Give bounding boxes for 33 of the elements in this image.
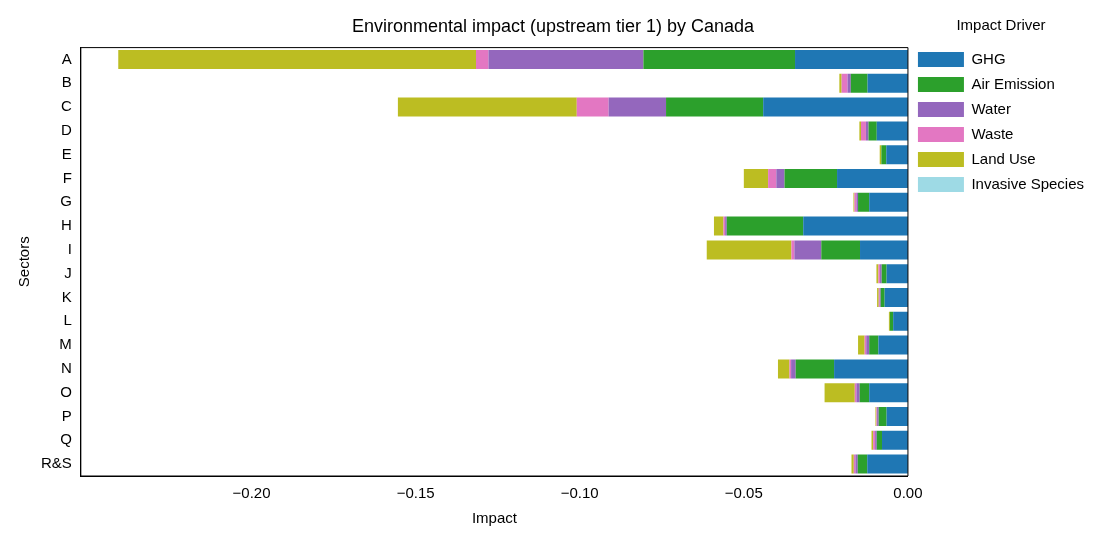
legend-label: Land Use: [971, 149, 1036, 167]
y-tick-label: J: [64, 263, 72, 281]
y-tick-label: A: [61, 49, 72, 67]
y-tick-label: C: [61, 97, 72, 115]
y-tick-label: E: [61, 144, 72, 162]
y-tick-label: B: [61, 73, 72, 91]
x-tick-label: −0.05: [724, 484, 763, 502]
legend-label: Waste: [971, 124, 1014, 142]
x-tick-label: 0.00: [893, 484, 923, 502]
y-tick-label: Q: [60, 430, 72, 448]
y-tick-label: G: [60, 192, 72, 210]
legend-label: GHG: [971, 49, 1006, 67]
y-tick-label: L: [63, 311, 72, 329]
y-tick-label: D: [61, 121, 72, 139]
legend-label: Water: [971, 99, 1011, 117]
y-tick-label: H: [61, 216, 72, 234]
chart-title: Environmental impact (upstream tier 1) by Canada: [351, 15, 756, 36]
y-tick-label: P: [61, 406, 72, 424]
legend-title: Impact Driver: [956, 15, 1046, 33]
x-tick-label: −0.15: [396, 484, 435, 502]
y-tick-label: M: [59, 335, 72, 353]
y-tick-label: R&S: [41, 454, 72, 472]
y-axis-title: Sectors: [15, 236, 33, 288]
x-tick-label: −0.20: [232, 484, 271, 502]
y-tick-label: F: [62, 168, 72, 186]
legend-label: Air Emission: [971, 74, 1055, 92]
y-tick-label: N: [61, 359, 72, 377]
x-axis-title: Impact: [471, 509, 518, 527]
y-tick-label: K: [61, 287, 72, 305]
legend-label: Invasive Species: [971, 174, 1084, 192]
y-tick-label: I: [67, 240, 72, 258]
y-tick-label: O: [60, 382, 72, 400]
x-tick-label: −0.10: [560, 484, 599, 502]
